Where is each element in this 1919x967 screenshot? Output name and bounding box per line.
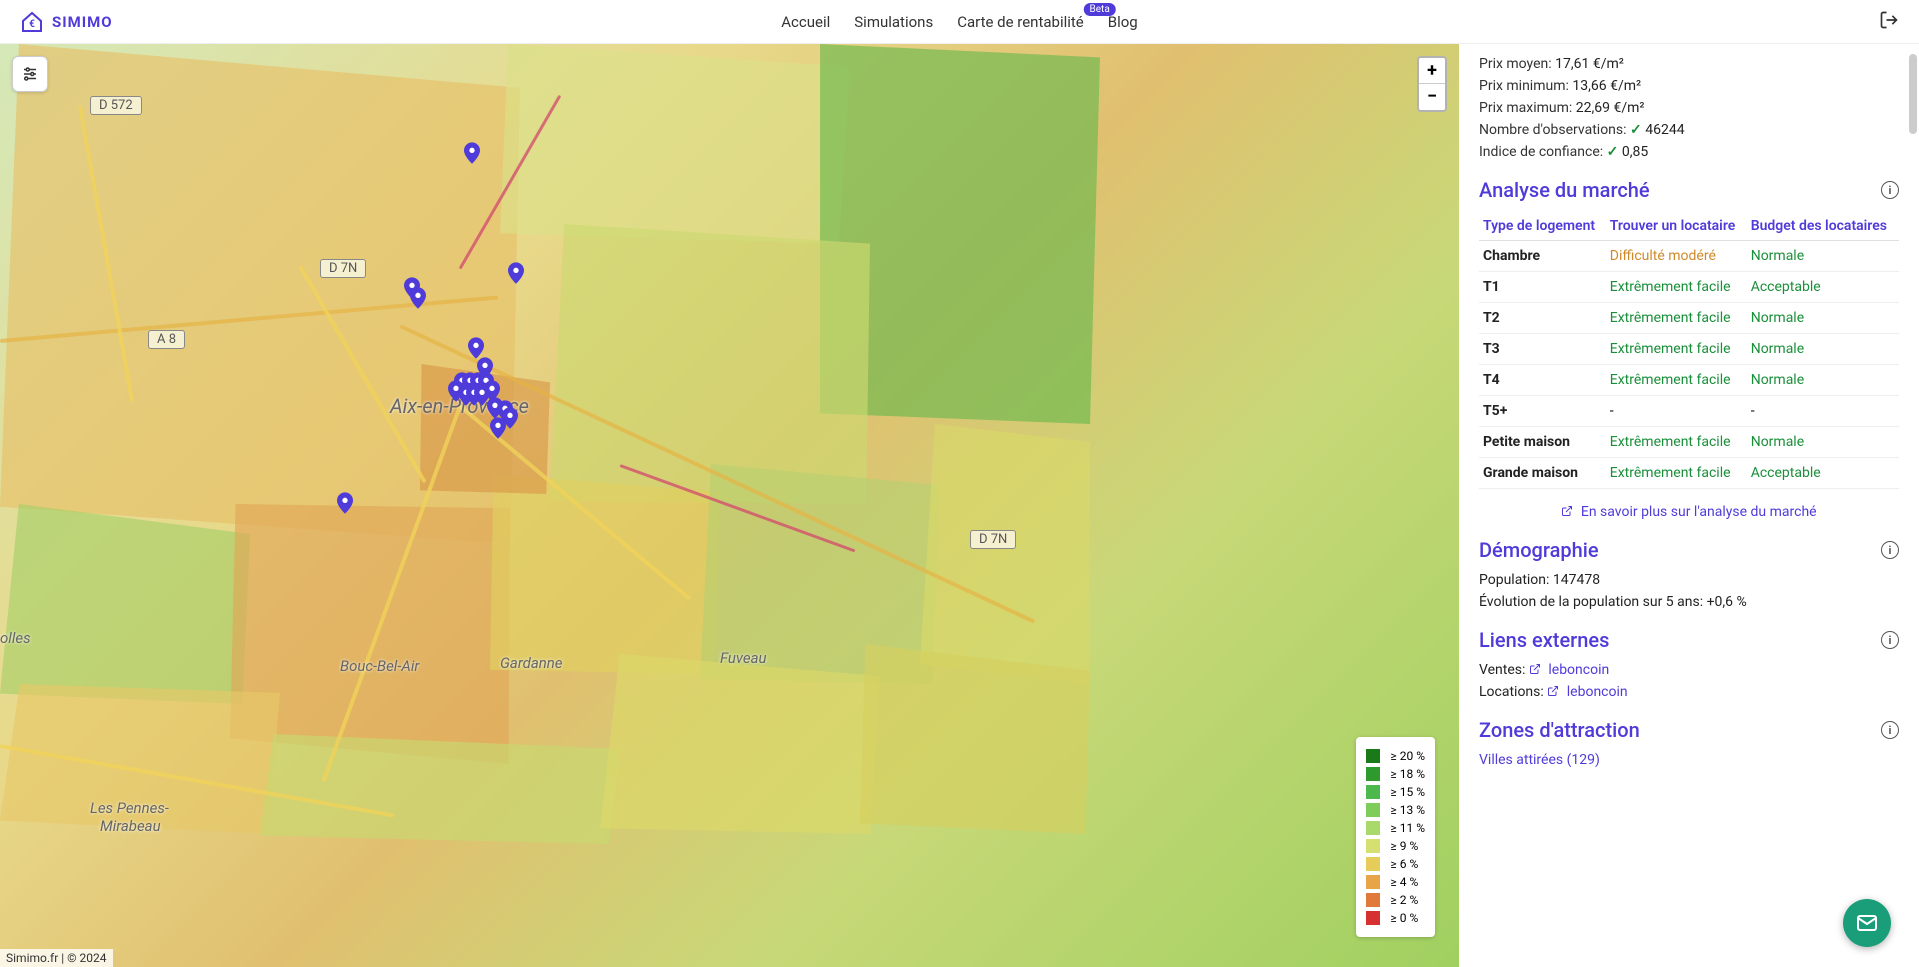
stat-confidence: Indice de confiance: ✓ 0,85 [1479, 144, 1899, 160]
info-icon[interactable]: i [1881, 541, 1899, 559]
stat-avg-price: Prix moyen: 17,61 €/m² [1479, 56, 1899, 72]
legend-row: ≥ 2 % [1366, 891, 1425, 909]
legend-row: ≥ 18 % [1366, 765, 1425, 783]
stat-observations: Nombre d'observations: ✓ 46244 [1479, 122, 1899, 138]
info-icon[interactable]: i [1881, 181, 1899, 199]
section-market-title: Analyse du marché i [1479, 178, 1899, 202]
info-icon[interactable]: i [1881, 721, 1899, 739]
th-budget: Budget des locataires [1747, 212, 1899, 241]
legend-row: ≥ 6 % [1366, 855, 1425, 873]
legend-row: ≥ 11 % [1366, 819, 1425, 837]
legend-row: ≥ 13 % [1366, 801, 1425, 819]
map-region [0, 504, 250, 704]
map-region [920, 424, 1090, 684]
nav-map-label: Carte de rentabilité [957, 13, 1084, 31]
sliders-icon [21, 65, 39, 83]
map-region [500, 44, 850, 244]
check-icon: ✓ [1630, 122, 1642, 138]
rentals-link[interactable]: leboncoin [1547, 684, 1627, 700]
zoom-control: + − [1417, 56, 1447, 112]
sales-link[interactable]: leboncoin [1529, 662, 1609, 678]
map-region [860, 644, 1090, 834]
th-type: Type de logement [1479, 212, 1606, 241]
link-rentals: Locations: leboncoin [1479, 684, 1899, 700]
city-label: Les Pennes- [90, 799, 169, 817]
nav-map[interactable]: Carte de rentabilité Beta [957, 13, 1084, 31]
map-attribution: Simimo.fr | © 2024 [0, 949, 113, 967]
th-find: Trouver un locataire [1606, 212, 1747, 241]
map-region [260, 734, 620, 844]
mail-icon [1855, 911, 1879, 935]
map-marker[interactable] [337, 492, 353, 514]
city-label: olles [0, 629, 31, 647]
map-marker[interactable] [490, 417, 506, 439]
external-link-icon [1529, 663, 1541, 675]
map-region [550, 224, 870, 504]
main: D 572D 7NA 8D 7N Aix-en-ProvenceGardanne… [0, 44, 1919, 967]
table-row: T1Extrêmement facileAcceptable [1479, 272, 1899, 303]
info-icon[interactable]: i [1881, 631, 1899, 649]
main-nav: Accueil Simulations Carte de rentabilité… [781, 13, 1137, 31]
brand-name: SIMIMO [52, 13, 113, 31]
map-marker[interactable] [464, 142, 480, 164]
svg-text:€: € [29, 19, 35, 30]
map-marker[interactable] [468, 337, 484, 359]
map-marker[interactable] [508, 262, 524, 284]
city-label: Mirabeau [100, 817, 161, 835]
stat-max-price: Prix maximum: 22,69 €/m² [1479, 100, 1899, 116]
nav-blog[interactable]: Blog [1108, 13, 1138, 31]
map[interactable]: D 572D 7NA 8D 7N Aix-en-ProvenceGardanne… [0, 44, 1459, 967]
section-links-title: Liens externes i [1479, 628, 1899, 652]
legend: ≥ 20 %≥ 18 %≥ 15 %≥ 13 %≥ 11 %≥ 9 %≥ 6 %… [1356, 737, 1435, 937]
mail-button[interactable] [1843, 899, 1891, 947]
logout-icon[interactable] [1879, 10, 1899, 34]
filter-button[interactable] [12, 56, 48, 92]
zones-cities[interactable]: Villes attirées (129) [1479, 752, 1899, 768]
legend-row: ≥ 4 % [1366, 873, 1425, 891]
link-sales: Ventes: leboncoin [1479, 662, 1899, 678]
road-label: D 572 [90, 96, 142, 115]
nav-simulations[interactable]: Simulations [854, 13, 933, 31]
table-row: T5+-- [1479, 396, 1899, 427]
sidebar: Prix moyen: 17,61 €/m² Prix minimum: 13,… [1459, 44, 1919, 967]
legend-row: ≥ 0 % [1366, 909, 1425, 927]
demo-evolution: Évolution de la population sur 5 ans: +0… [1479, 594, 1899, 610]
scrollbar[interactable] [1909, 54, 1917, 134]
market-table: Type de logement Trouver un locataire Bu… [1479, 212, 1899, 489]
zoom-out-button[interactable]: − [1419, 84, 1445, 110]
city-label: Bouc-Bel-Air [340, 657, 419, 675]
check-icon: ✓ [1607, 144, 1619, 160]
road-label: D 7N [320, 259, 366, 278]
map-region [600, 654, 880, 834]
stat-min-price: Prix minimum: 13,66 €/m² [1479, 78, 1899, 94]
legend-row: ≥ 15 % [1366, 783, 1425, 801]
map-region [490, 474, 720, 674]
table-row: Petite maisonExtrêmement facileNormale [1479, 427, 1899, 458]
section-zones-title: Zones d'attraction i [1479, 718, 1899, 742]
nav-home[interactable]: Accueil [781, 13, 830, 31]
city-label: Gardanne [500, 654, 563, 672]
table-row: ChambreDifficulté modéréNormale [1479, 241, 1899, 272]
map-marker[interactable] [410, 287, 426, 309]
external-link-icon [1547, 685, 1559, 697]
road-label: A 8 [148, 330, 185, 349]
learn-more: En savoir plus sur l'analyse du marché [1479, 501, 1899, 520]
city-label: Fuveau [720, 649, 767, 667]
header: € SIMIMO Accueil Simulations Carte de re… [0, 0, 1919, 44]
logo-icon: € [20, 10, 44, 34]
table-row: T4Extrêmement facileNormale [1479, 365, 1899, 396]
road-label: D 7N [970, 530, 1016, 549]
demo-population: Population: 147478 [1479, 572, 1899, 588]
table-row: Grande maisonExtrêmement facileAcceptabl… [1479, 458, 1899, 489]
table-row: T3Extrêmement facileNormale [1479, 334, 1899, 365]
table-row: T2Extrêmement facileNormale [1479, 303, 1899, 334]
zoom-in-button[interactable]: + [1419, 58, 1445, 84]
learn-more-link[interactable]: En savoir plus sur l'analyse du marché [1561, 504, 1816, 520]
external-link-icon [1561, 505, 1573, 517]
legend-row: ≥ 9 % [1366, 837, 1425, 855]
logo[interactable]: € SIMIMO [20, 10, 113, 34]
legend-row: ≥ 20 % [1366, 747, 1425, 765]
section-demo-title: Démographie i [1479, 538, 1899, 562]
